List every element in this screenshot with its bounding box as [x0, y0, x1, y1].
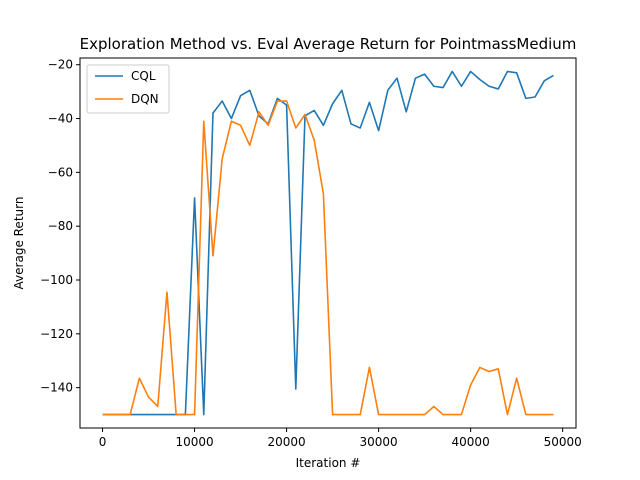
x-tick-label: 40000 — [452, 435, 490, 449]
chart-title: Exploration Method vs. Eval Average Retu… — [80, 35, 577, 53]
x-axis-label: Iteration # — [296, 456, 361, 470]
series-layer — [102, 70, 554, 416]
x-axis: 0 10000 20000 30000 40000 50000 — [99, 428, 582, 449]
series-line-dqn — [102, 100, 554, 416]
y-tick-label: −60 — [48, 165, 73, 179]
x-tick-label: 10000 — [175, 435, 213, 449]
y-tick-label: −80 — [48, 219, 73, 233]
legend-label-cql: CQL — [131, 69, 156, 83]
legend: CQL DQN — [86, 64, 170, 114]
y-tick-label: −100 — [40, 273, 73, 287]
y-tick-label: −40 — [48, 112, 73, 126]
x-tick-label: 30000 — [360, 435, 398, 449]
y-axis: −140 −120 −100 −80 −60 −40 −20 — [40, 58, 80, 395]
y-tick-label: −120 — [40, 327, 73, 341]
y-tick-label: −140 — [40, 381, 73, 395]
legend-label-dqn: DQN — [131, 92, 159, 106]
legend-box — [86, 64, 170, 114]
y-tick-label: −20 — [48, 58, 73, 72]
y-axis-label: Average Return — [12, 197, 26, 290]
plot-frame — [79, 57, 577, 429]
x-tick-label: 20000 — [267, 435, 305, 449]
x-tick-label: 0 — [99, 435, 107, 449]
x-tick-label: 50000 — [544, 435, 582, 449]
